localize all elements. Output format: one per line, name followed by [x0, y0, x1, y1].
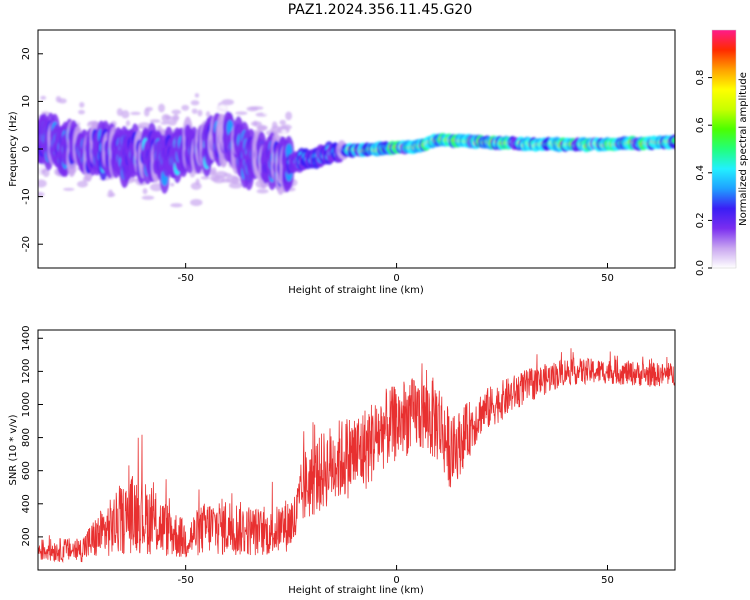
snr-y-tick-label: 800 [21, 428, 32, 447]
spectrogram-noise-blob [231, 176, 240, 185]
spectrogram-noise-blob [78, 109, 85, 115]
snr-y-tick-label: 200 [21, 527, 32, 546]
snr-y-tick-label: 1200 [21, 359, 32, 384]
spectrogram-noise-blob [107, 189, 114, 198]
spectrogram-noise-blob [220, 179, 232, 183]
spectrogram-noise-blob [221, 99, 235, 106]
spectrogram-noise-blob [195, 178, 200, 186]
spectrogram-noise-blob [194, 93, 200, 98]
spectrogram-noise-blob [281, 129, 287, 136]
spectrogram-noise-blob [200, 176, 210, 180]
colorbar-tick-label: 0.2 [695, 212, 706, 228]
spectrogram-noise-blob [209, 174, 221, 182]
snr-x-tick-label: -50 [177, 575, 193, 586]
spectrogram-noise-blob [285, 111, 293, 121]
snr-y-tick-label: 400 [21, 494, 32, 513]
spectrogram-noise-blob [214, 105, 228, 114]
spectrogram-x-axis-label: Height of straight line (km) [288, 285, 424, 296]
spectrogram-noise-blob [38, 168, 42, 176]
figure-title: PAZ1.2024.356.11.45.G20 [288, 2, 473, 18]
spectrogram-noise-blob [171, 109, 182, 115]
spectrogram-noise-blob [164, 114, 171, 120]
spectrogram-noise-blob [191, 108, 198, 114]
spectrogram-noise-blob [158, 103, 166, 113]
spectrogram-noise-blob [76, 180, 88, 188]
spectrogram-noise-blob [170, 182, 175, 187]
spectrogram-ridge-core [671, 137, 675, 144]
spectrogram-noise-blob [130, 111, 141, 116]
snr-x-ticks: -50 0 50 [177, 565, 614, 586]
snr-series-line [38, 348, 675, 564]
spectrogram-noise-blob [141, 195, 155, 200]
spectrogram-x-tick-label: -50 [177, 273, 193, 284]
spectrogram-noise-blob [279, 119, 286, 126]
colorbar-tick-label: 0.0 [695, 260, 706, 276]
spectrogram-noise-blob [149, 183, 164, 192]
spectrogram-panel: -50 0 50 -20 -10 0 10 20 Height of straight li… [8, 29, 676, 296]
spectrogram-noise-blob [256, 125, 268, 131]
spectrogram-noise-blob [229, 200, 241, 205]
spectrogram-noise-blob [249, 106, 264, 110]
spectrogram-noise-blob [160, 121, 170, 125]
spectrogram-noise-blob [38, 191, 45, 197]
spectrogram-noise-blob [40, 95, 47, 100]
snr-y-axis-label: SNR (10 * v/v) [8, 414, 19, 485]
snr-x-tick-label: 0 [393, 575, 399, 586]
snr-y-ticks: 200 400 600 800 1000 1200 1400 [21, 326, 43, 546]
snr-x-tick-label: 50 [601, 575, 614, 586]
spectrogram-noise-blob [270, 125, 282, 134]
spectrogram-y-tick-label: 20 [21, 47, 32, 60]
snr-panel: -50 0 50 200 400 600 800 1000 1200 1400 Height o… [8, 326, 676, 596]
spectrogram-blobs [38, 93, 675, 210]
spectrogram-noise-blob [170, 203, 183, 208]
colorbar-frame [711, 29, 737, 269]
colorbar-tick-label: 0.4 [695, 165, 706, 181]
spectrogram-noise-blob [63, 187, 75, 191]
spectrogram-noise-blob [205, 111, 211, 118]
spectrogram-noise-blob [143, 108, 150, 117]
spectrogram-noise-blob [38, 179, 47, 188]
colorbar-label: Normalized spectral amplitude [738, 72, 749, 226]
spectrogram-noise-blob [130, 178, 138, 182]
spectrogram-noise-blob [263, 110, 273, 116]
spectrogram-noise-blob [38, 163, 45, 171]
spectrogram-x-tick-label: 0 [393, 273, 399, 284]
spectrogram-noise-blob [142, 188, 148, 195]
snr-frame [37, 329, 676, 571]
spectrogram-x-tick-label: 50 [601, 273, 614, 284]
spectrogram-noise-blob [280, 124, 292, 130]
spectrogram-noise-blob [210, 167, 217, 176]
spectrogram-noise-blob [167, 119, 177, 126]
colorbar-tick-label: 0.8 [695, 70, 706, 86]
spectrogram-y-tick-label: -10 [21, 188, 32, 204]
spectrogram-y-tick-label: 10 [21, 95, 32, 108]
spectrogram-y-tick-label: -20 [21, 236, 32, 252]
spectrogram-noise-blob [197, 109, 203, 117]
spectrogram-noise-blob [55, 95, 62, 103]
spectrogram-noise-blob [235, 111, 248, 116]
snr-y-tick-label: 600 [21, 461, 32, 480]
spectrogram-noise-blob [253, 120, 258, 127]
spectrogram-noise-blob [190, 100, 200, 106]
spectrogram-noise-blob [149, 119, 161, 123]
spectrogram-noise-blob [121, 110, 130, 119]
colorbar: 0.0 0.2 0.4 0.6 0.8 Normalized spectral ampl… [695, 29, 749, 276]
spectrogram-noise-blob [228, 182, 243, 189]
snr-y-tick-label: 1400 [21, 326, 32, 351]
colorbar-ticks: 0.0 0.2 0.4 0.6 0.8 [695, 70, 712, 276]
spectrogram-noise-blob [190, 198, 203, 207]
colorbar-gradient [712, 30, 736, 268]
spectrogram-noise-blob [181, 104, 190, 111]
spectrogram-noise-blob [79, 102, 85, 108]
spectrogram-y-tick-label: 0 [21, 146, 32, 152]
colorbar-tick-label: 0.6 [695, 117, 706, 133]
snr-y-tick-label: 1000 [21, 392, 32, 417]
spectrogram-y-ticks: -20 -10 0 10 20 [21, 47, 43, 252]
snr-x-axis-label: Height of straight line (km) [288, 585, 424, 596]
spectrogram-y-axis-label: Frequency (Hz) [8, 111, 19, 187]
spectrogram-x-ticks: -50 0 50 [177, 263, 614, 284]
spectrogram-noise-blob [108, 114, 114, 119]
spectrogram-noise-blob [256, 188, 269, 194]
